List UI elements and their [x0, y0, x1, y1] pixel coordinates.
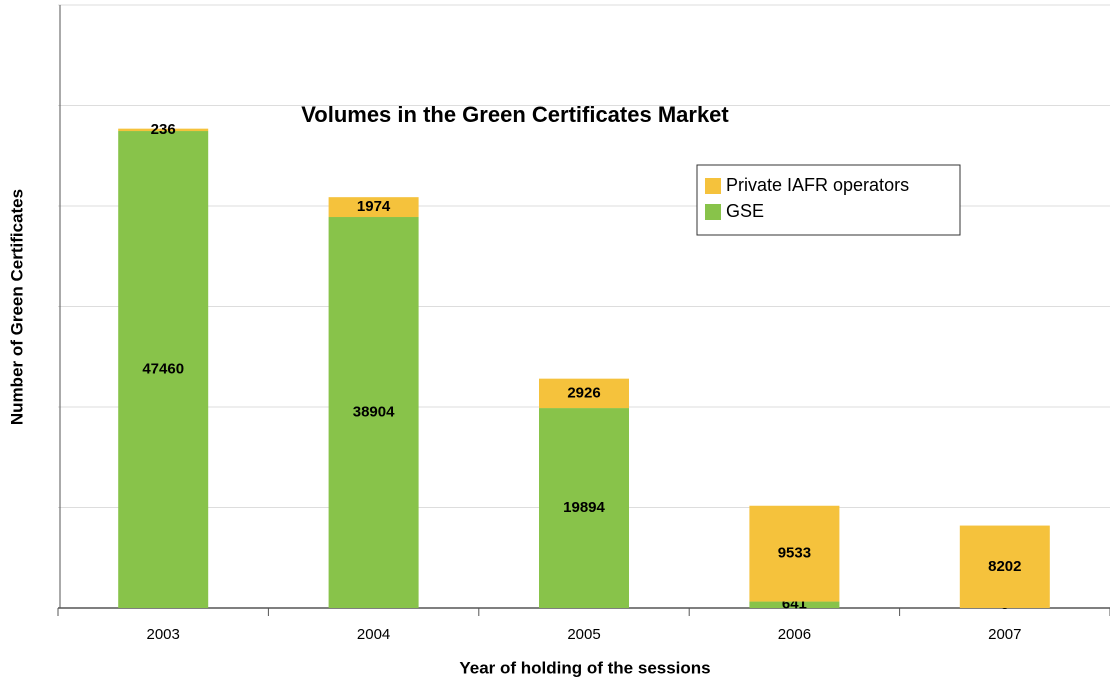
bar-segment: [328, 197, 419, 218]
data-label: 19894: [563, 499, 605, 516]
x-tick-label: 2004: [357, 626, 390, 643]
legend-swatch: [705, 204, 721, 220]
bar-segment: [539, 378, 629, 409]
data-label: 38904: [353, 403, 395, 420]
bar-segment: [959, 525, 1050, 608]
bar-segment: [749, 505, 840, 602]
data-label: 47460: [142, 360, 184, 377]
x-tick-label: 2005: [567, 626, 600, 643]
legend-label: Private IAFR operators: [726, 175, 909, 195]
x-tick-label: 2007: [988, 626, 1021, 643]
legend: Private IAFR operators GSE: [696, 164, 961, 236]
bar-segment: [118, 131, 209, 609]
bar-segment: [749, 601, 840, 608]
data-label: 8202: [988, 558, 1021, 575]
x-tick-label: 2006: [778, 626, 811, 643]
legend-label: GSE: [726, 201, 764, 221]
bar-segment: [328, 217, 419, 608]
y-axis-label: Number of Green Certificates: [7, 189, 26, 425]
data-label: 236: [151, 121, 176, 138]
x-axis-label: Year of holding of the sessions: [459, 658, 710, 677]
data-label: 1974: [357, 198, 391, 215]
legend-box: [696, 164, 961, 236]
bar-segment: [118, 128, 209, 132]
bar-segment: [539, 408, 629, 608]
x-tick-label: 2003: [147, 626, 180, 643]
data-label: 9533: [778, 545, 811, 562]
data-label: 2926: [567, 384, 600, 401]
legend-swatch: [705, 178, 721, 194]
